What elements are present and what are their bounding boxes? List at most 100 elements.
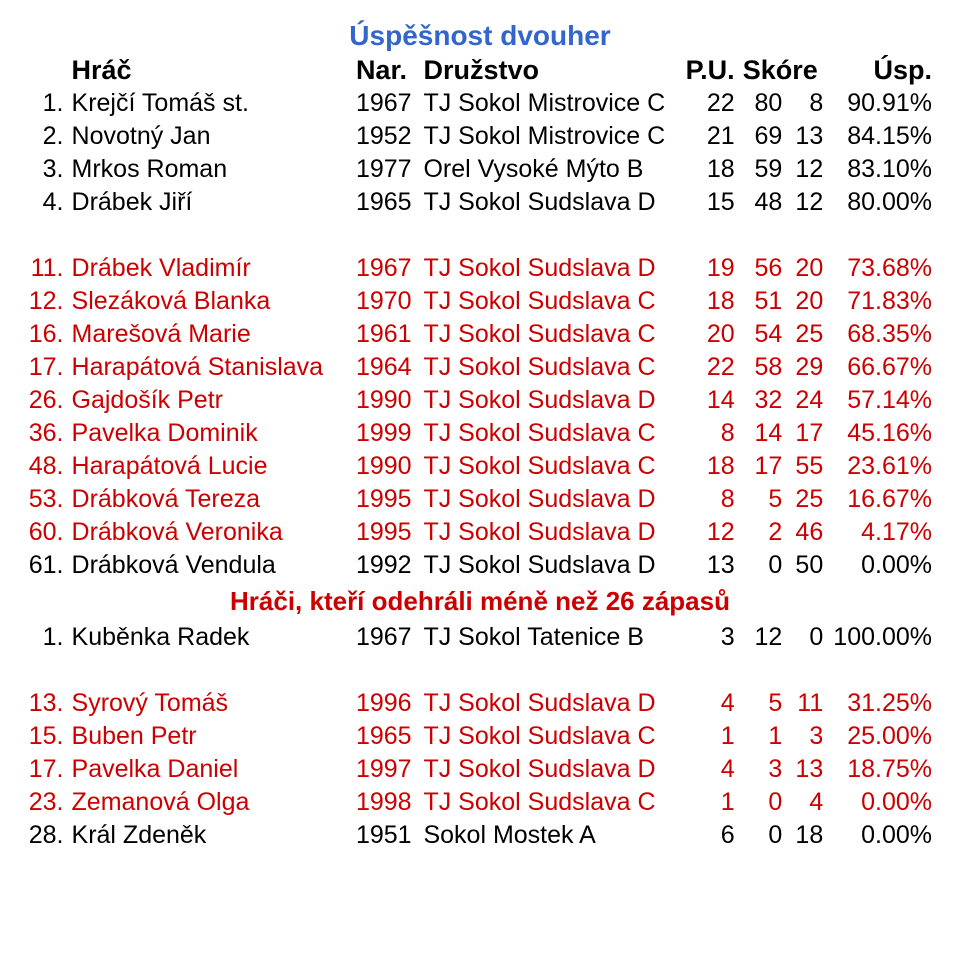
rank-cell: 13. [24, 687, 68, 720]
year-cell: 1964 [352, 351, 420, 384]
score1-cell: 0 [739, 819, 787, 852]
pct-cell: 4.17% [827, 516, 936, 549]
header-pct: Úsp. [827, 54, 936, 87]
name-cell: Drábek Vladimír [68, 252, 352, 285]
team-cell: TJ Sokol Sudslava D [419, 384, 681, 417]
table-row: 1.Krejčí Tomáš st.1967TJ Sokol Mistrovic… [24, 87, 936, 120]
table-row: 3.Mrkos Roman1977Orel Vysoké Mýto B18591… [24, 153, 936, 186]
score2-cell: 3 [786, 720, 827, 753]
name-cell: Pavelka Daniel [68, 753, 352, 786]
table-row: 17.Harapátová Stanislava1964TJ Sokol Sud… [24, 351, 936, 384]
name-cell: Marešová Marie [68, 318, 352, 351]
year-cell: 1995 [352, 516, 420, 549]
name-cell: Harapátová Lucie [68, 450, 352, 483]
score2-cell: 20 [786, 252, 827, 285]
team-cell: TJ Sokol Sudslava C [419, 351, 681, 384]
pu-cell: 12 [682, 516, 739, 549]
rank-cell: 11. [24, 252, 68, 285]
team-cell: TJ Sokol Mistrovice C [419, 120, 681, 153]
team-cell: TJ Sokol Sudslava C [419, 720, 681, 753]
table-row: 26.Gajdošík Petr1990TJ Sokol Sudslava D1… [24, 384, 936, 417]
table-row: 53.Drábková Tereza1995TJ Sokol Sudslava … [24, 483, 936, 516]
score2-cell: 50 [786, 549, 827, 582]
rank-cell: 3. [24, 153, 68, 186]
table-row: 11.Drábek Vladimír1967TJ Sokol Sudslava … [24, 252, 936, 285]
team-cell: TJ Sokol Sudslava D [419, 549, 681, 582]
score1-cell: 1 [739, 720, 787, 753]
pu-cell: 18 [682, 450, 739, 483]
rank-cell: 36. [24, 417, 68, 450]
score1-cell: 58 [739, 351, 787, 384]
team-cell: TJ Sokol Sudslava D [419, 687, 681, 720]
pct-cell: 71.83% [827, 285, 936, 318]
pct-cell: 23.61% [827, 450, 936, 483]
year-cell: 1999 [352, 417, 420, 450]
name-cell: Syrový Tomáš [68, 687, 352, 720]
score1-cell: 56 [739, 252, 787, 285]
pct-cell: 83.10% [827, 153, 936, 186]
pct-cell: 80.00% [827, 186, 936, 219]
pct-cell: 45.16% [827, 417, 936, 450]
header-row: Hráč Nar. Družstvo P.U. Skóre Úsp. [24, 54, 936, 87]
team-cell: Sokol Mostek A [419, 819, 681, 852]
table-row: 12.Slezáková Blanka1970TJ Sokol Sudslava… [24, 285, 936, 318]
score1-cell: 32 [739, 384, 787, 417]
team-cell: TJ Sokol Sudslava D [419, 516, 681, 549]
pct-cell: 0.00% [827, 786, 936, 819]
pct-cell: 73.68% [827, 252, 936, 285]
pct-cell: 31.25% [827, 687, 936, 720]
score1-cell: 59 [739, 153, 787, 186]
rank-cell: 4. [24, 186, 68, 219]
score1-cell: 2 [739, 516, 787, 549]
name-cell: Kuběnka Radek [68, 621, 352, 654]
table-row: 61.Drábková Vendula1992TJ Sokol Sudslava… [24, 549, 936, 582]
team-cell: TJ Sokol Mistrovice C [419, 87, 681, 120]
pct-cell: 84.15% [827, 120, 936, 153]
name-cell: Novotný Jan [68, 120, 352, 153]
team-cell: TJ Sokol Sudslava C [419, 318, 681, 351]
score2-cell: 8 [786, 87, 827, 120]
rank-cell: 17. [24, 753, 68, 786]
pu-cell: 22 [682, 351, 739, 384]
score1-cell: 5 [739, 483, 787, 516]
score1-cell: 69 [739, 120, 787, 153]
rank-cell: 2. [24, 120, 68, 153]
year-cell: 1967 [352, 621, 420, 654]
name-cell: Drábková Tereza [68, 483, 352, 516]
rank-cell: 12. [24, 285, 68, 318]
spacer-row [24, 219, 936, 252]
year-cell: 1970 [352, 285, 420, 318]
score2-cell: 24 [786, 384, 827, 417]
score1-cell: 0 [739, 549, 787, 582]
year-cell: 1951 [352, 819, 420, 852]
team-cell: TJ Sokol Tatenice B [419, 621, 681, 654]
team-cell: TJ Sokol Sudslava C [419, 786, 681, 819]
table-row: 60.Drábková Veronika1995TJ Sokol Sudslav… [24, 516, 936, 549]
team-cell: TJ Sokol Sudslava D [419, 483, 681, 516]
table-row: 2.Novotný Jan1952TJ Sokol Mistrovice C21… [24, 120, 936, 153]
pct-cell: 18.75% [827, 753, 936, 786]
table-row: 15.Buben Petr1965TJ Sokol Sudslava C1132… [24, 720, 936, 753]
pu-cell: 15 [682, 186, 739, 219]
score2-cell: 12 [786, 186, 827, 219]
header-team: Družstvo [419, 54, 681, 87]
team-cell: TJ Sokol Sudslava D [419, 186, 681, 219]
name-cell: Buben Petr [68, 720, 352, 753]
score1-cell: 0 [739, 786, 787, 819]
score2-cell: 29 [786, 351, 827, 384]
name-cell: Krejčí Tomáš st. [68, 87, 352, 120]
header-pu: P.U. [682, 54, 739, 87]
year-cell: 1995 [352, 483, 420, 516]
score1-cell: 5 [739, 687, 787, 720]
pu-cell: 20 [682, 318, 739, 351]
results-table: Hráč Nar. Družstvo P.U. Skóre Úsp. 1.Kre… [24, 54, 936, 852]
team-cell: TJ Sokol Sudslava C [419, 285, 681, 318]
pct-cell: 16.67% [827, 483, 936, 516]
table-row: 23.Zemanová Olga1998TJ Sokol Sudslava C1… [24, 786, 936, 819]
year-cell: 1990 [352, 384, 420, 417]
score2-cell: 4 [786, 786, 827, 819]
year-cell: 1965 [352, 186, 420, 219]
pct-cell: 0.00% [827, 819, 936, 852]
pct-cell: 68.35% [827, 318, 936, 351]
pct-cell: 66.67% [827, 351, 936, 384]
